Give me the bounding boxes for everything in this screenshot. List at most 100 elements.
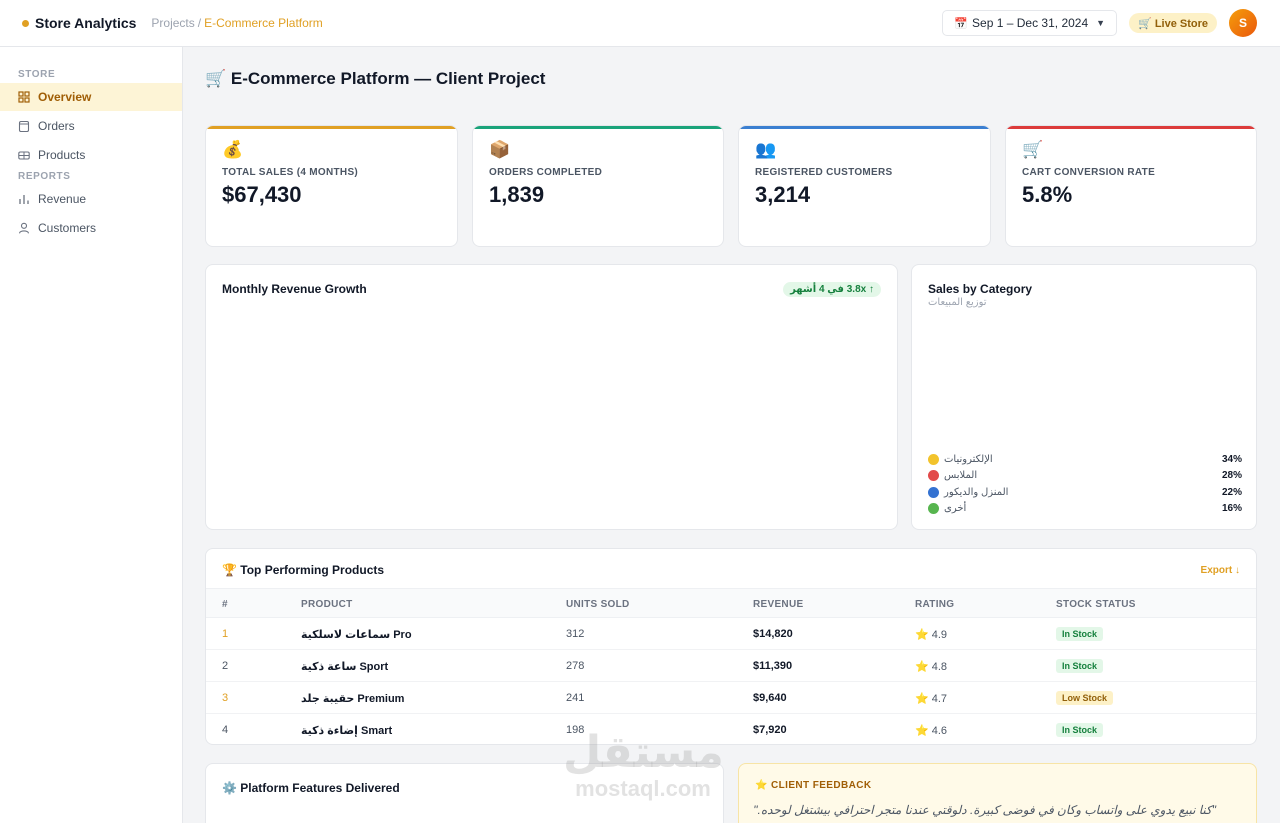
date-range-value: Sep 1 – Dec 31, 2024 — [972, 16, 1089, 30]
breadcrumb-parent[interactable]: Projects — [151, 16, 195, 30]
legend-dot — [928, 486, 939, 498]
row-rating: ⭐ 4.7 — [915, 693, 948, 705]
legend-item: أخرى 16% — [928, 500, 1242, 516]
stock-status-badge: In Stock — [1056, 723, 1104, 737]
box-icon — [18, 151, 30, 160]
user-icon — [18, 222, 30, 234]
date-range-picker[interactable]: 📅 Sep 1 – Dec 31, 2024 ▼ — [942, 10, 1118, 36]
sidebar-item-overview[interactable]: Overview — [0, 83, 182, 111]
stock-status-badge: In Stock — [1056, 627, 1104, 641]
legend-dot — [928, 469, 939, 481]
platform-features-card: ⚙️ Platform Features Delivered — [205, 763, 724, 823]
row-rank: 4 — [222, 724, 229, 736]
brand-title[interactable]: Store Analytics — [35, 15, 137, 31]
row-units: 241 — [566, 692, 585, 704]
sidebar-section-store: STORE — [18, 69, 56, 80]
revenue-chart-area — [222, 310, 883, 515]
row-revenue: $11,390 — [753, 660, 793, 672]
live-store-badge[interactable]: 🛒 Live Store — [1129, 13, 1217, 33]
client-feedback-title: ⭐ CLIENT FEEDBACK — [755, 780, 872, 791]
kpi-value: 3,214 — [755, 182, 811, 207]
kpi-value: 1,839 — [489, 182, 545, 207]
column-header-stock[interactable]: STOCK STATUS — [1056, 599, 1136, 610]
export-button[interactable]: Export ↓ — [1200, 565, 1240, 576]
row-product: ساعة ذكية Sport — [301, 661, 389, 673]
page-title: 🛒 E-Commerce Platform — Client Project — [205, 69, 546, 88]
row-product: سماعات لاسلكية Pro — [301, 629, 412, 641]
row-revenue: $9,640 — [753, 692, 787, 704]
cart-icon: 🛒 — [1022, 140, 1044, 159]
kpi-accent-bar — [206, 126, 457, 129]
sidebar-section-reports: REPORTS — [18, 171, 71, 182]
row-rating: ⭐ 4.6 — [915, 725, 948, 737]
revenue-growth-title: Monthly Revenue Growth — [222, 282, 367, 296]
kpi-label: ORDERS COMPLETED — [489, 167, 603, 178]
column-header-rating[interactable]: RATING — [915, 599, 955, 610]
column-header-revenue[interactable]: REVENUE — [753, 599, 804, 610]
legend-label: أخرى — [944, 502, 967, 514]
legend-percent: 28% — [1221, 469, 1242, 481]
top-products-title: 🏆 Top Performing Products — [222, 563, 385, 577]
clipboard-icon — [18, 120, 30, 132]
kpi-accent-bar — [1006, 126, 1256, 129]
revenue-growth-card: Monthly Revenue Growth ↑ 3.8x في 4 أشهر — [205, 264, 898, 530]
table-header: # PRODUCT UNITS SOLD REVENUE RATING STOC… — [206, 588, 1256, 618]
row-product: إضاءة ذكية Smart — [301, 725, 393, 737]
kpi-label: REGISTERED CUSTOMERS — [755, 167, 893, 178]
legend-item: الملابس 28% — [928, 467, 1242, 483]
grid-icon — [18, 91, 30, 103]
legend-percent: 34% — [1221, 453, 1242, 465]
stock-status-badge: In Stock — [1056, 659, 1104, 673]
kpi-card-orders-completed: 📦 ORDERS COMPLETED 1,839 — [472, 125, 724, 247]
row-units: 198 — [566, 724, 585, 736]
legend-label: الإلكترونيات — [944, 453, 993, 465]
sidebar-item-orders[interactable]: Orders — [0, 112, 182, 140]
column-header-rank[interactable]: # — [222, 599, 228, 610]
top-bar: Store Analytics Projects / E-Commerce Plat… — [0, 0, 1280, 47]
row-rating: ⭐ 4.8 — [915, 661, 948, 673]
row-rank: 2 — [222, 660, 229, 672]
client-feedback-quote: "كنا نبيع يدوي على واتساب وكان في فوضى ك… — [753, 803, 1216, 817]
chevron-down-icon: ▼ — [1096, 18, 1106, 28]
table-row[interactable]: 4 إضاءة ذكية Smart 198 $7,920 ⭐ 4.6 In S… — [206, 714, 1256, 744]
kpi-card-cart-conversion: 🛒 CART CONVERSION RATE 5.8% — [1005, 125, 1257, 247]
legend-label: المنزل والديكور — [944, 486, 1009, 498]
category-chart-area — [928, 315, 1242, 445]
legend-dot — [928, 453, 939, 465]
kpi-label: TOTAL SALES (4 MONTHS) — [222, 167, 359, 178]
legend-dot — [928, 502, 939, 514]
sidebar-item-label: Orders — [38, 119, 75, 133]
sidebar-item-customers[interactable]: Customers — [0, 214, 182, 242]
breadcrumb-current: E-Commerce Platform — [204, 16, 323, 30]
table-row[interactable]: 2 ساعة ذكية Sport 278 $11,390 ⭐ 4.8 In S… — [206, 650, 1256, 682]
kpi-value: $67,430 — [222, 182, 302, 207]
column-header-product[interactable]: PRODUCT — [301, 599, 353, 610]
growth-badge: ↑ 3.8x في 4 أشهر — [783, 282, 881, 297]
bar-chart-icon — [19, 195, 29, 204]
row-rating: ⭐ 4.9 — [915, 629, 948, 641]
row-revenue: $7,920 — [753, 724, 787, 736]
row-revenue: $14,820 — [753, 628, 793, 640]
legend-label: الملابس — [944, 469, 978, 481]
kpi-card-registered-customers: 👥 REGISTERED CUSTOMERS 3,214 — [738, 125, 991, 247]
row-product: حقيبة جلد Premium — [301, 693, 405, 705]
stock-status-badge: Low Stock — [1056, 691, 1114, 705]
table-row[interactable]: 1 سماعات لاسلكية Pro 312 $14,820 ⭐ 4.9 I… — [206, 618, 1256, 650]
users-icon: 👥 — [755, 140, 777, 159]
row-units: 312 — [566, 628, 585, 640]
kpi-label: CART CONVERSION RATE — [1022, 167, 1156, 178]
row-rank: 1 — [222, 628, 229, 640]
sidebar-item-revenue[interactable]: Revenue — [0, 185, 182, 213]
sales-by-category-card: Sales by Category توزيع المبيعات الإلكتر… — [911, 264, 1257, 530]
category-card-title: Sales by Category — [928, 282, 1033, 296]
row-units: 278 — [566, 660, 585, 672]
avatar[interactable]: S — [1229, 9, 1257, 37]
column-header-units[interactable]: UNITS SOLD — [566, 599, 630, 610]
sidebar-item-products[interactable]: Products — [0, 141, 182, 169]
money-bag-icon: 💰 — [222, 140, 244, 159]
sidebar-item-label: Customers — [38, 221, 97, 235]
platform-features-title: ⚙️ Platform Features Delivered — [222, 781, 400, 795]
table-row[interactable]: 3 حقيبة جلد Premium 241 $9,640 ⭐ 4.7 Low… — [206, 682, 1256, 714]
kpi-accent-bar — [739, 126, 990, 129]
kpi-accent-bar — [473, 126, 723, 129]
